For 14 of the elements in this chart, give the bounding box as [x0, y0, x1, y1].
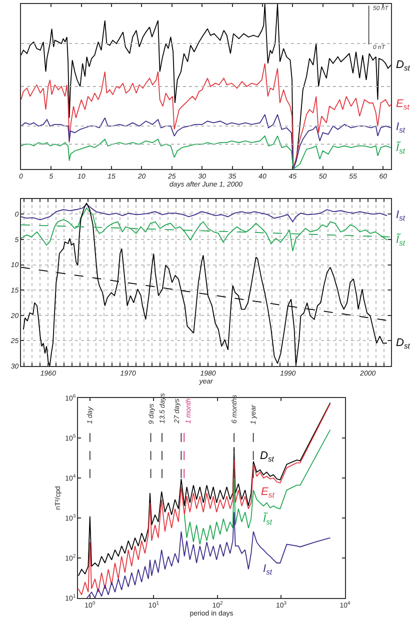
series-label: D$_{st}$	[396, 337, 411, 350]
line-series	[21, 204, 388, 222]
series-label: D$_{st}$	[396, 59, 411, 72]
series-label: E$_{st}$	[396, 98, 410, 112]
series-label: Ĩ$_{st}$	[396, 233, 406, 248]
series-label: I$_{st}$	[396, 121, 406, 134]
series-label: I$_{st}$	[396, 209, 406, 222]
series-label: Ĩ$_{st}$	[263, 512, 273, 526]
line-series	[21, 208, 388, 252]
line-series	[22, 202, 388, 366]
series-label: Ĩ$_{st}$	[396, 141, 406, 156]
series-label: I$_{st}$	[263, 563, 273, 576]
series-label: D$_{st}$	[260, 450, 275, 464]
series-label: E$_{st}$	[261, 486, 276, 500]
